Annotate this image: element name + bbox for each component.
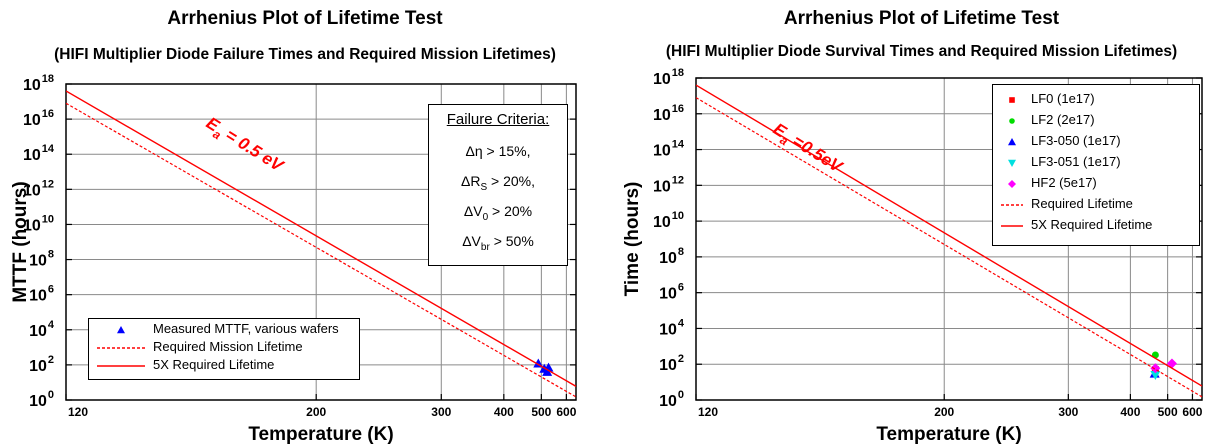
criteria-line: ΔV0 > 20% (463, 203, 533, 223)
legend-swatch (1009, 117, 1015, 124)
x-tick-label: 600 (556, 405, 576, 419)
legend-entry: 5X Required Lifetime (95, 357, 274, 373)
plot-area: 100 102 104 106 108 1010 1012 1014 1016 1018 120 20… (622, 67, 1203, 445)
y-tick-label: 1010 (653, 210, 684, 231)
y-axis-label: MTTF (hours) (10, 181, 31, 302)
x-axis-label: Temperature (K) (248, 424, 393, 445)
y-axis-label: Time (hours) (622, 182, 643, 297)
legend-entry: Required Lifetime (999, 196, 1133, 212)
legend-swatch (117, 325, 125, 333)
x-tick-label: 200 (306, 405, 326, 419)
y-tick-label: 1012 (653, 174, 684, 195)
legend-marker (1008, 159, 1016, 167)
legend-entry: 5X Required Lifetime (999, 217, 1152, 233)
legend-entry: Required Mission Lifetime (95, 339, 303, 355)
legend-label: LF2 (2e17) (1031, 112, 1095, 127)
legend-marker (1009, 117, 1015, 124)
legend-swatch (97, 364, 145, 367)
legend-marker (1008, 179, 1016, 188)
y-tick-label: 100 (29, 389, 54, 410)
legend-swatch (1008, 179, 1016, 188)
x-tick-label: 120 (68, 405, 88, 419)
criteria-line: ΔVbr > 50% (462, 233, 534, 253)
legend-entry: HF2 (5e17) (999, 175, 1097, 191)
series-line (696, 84, 1202, 387)
legend-entry: LF3-051 (1e17) (999, 154, 1121, 170)
legend-swatch (1009, 96, 1015, 103)
legend-label: LF3-051 (1e17) (1031, 154, 1121, 169)
legend: LF0 (1e17) LF2 (2e17) LF3-050 (1e17) LF3-05… (992, 84, 1200, 246)
criteria-line: ΔRS > 20%, (460, 173, 535, 193)
y-tick-label: 102 (29, 354, 54, 375)
legend-marker (117, 325, 125, 333)
chart-title: Arrhenius Plot of Lifetime Test (167, 8, 443, 29)
x-tick-label: 200 (934, 405, 954, 419)
x-tick-label: 400 (494, 405, 514, 419)
data-point (1150, 370, 1161, 380)
x-tick-label: 300 (431, 405, 451, 419)
y-tick-label: 108 (29, 249, 54, 270)
chart-panel-left: Arrhenius Plot of Lifetime Test (HIFI Mu… (0, 0, 610, 446)
x-tick-label: 500 (1158, 405, 1178, 419)
x-axis-label: Temperature (K) (876, 424, 1021, 445)
y-tick-label: 1018 (653, 67, 684, 88)
legend-label: LF3-050 (1e17) (1031, 133, 1121, 148)
chart-subtitle: (HIFI Multiplier Diode Failure Times and… (54, 46, 556, 63)
plot-frame (65, 83, 577, 401)
legend-entry: LF0 (1e17) (999, 91, 1095, 107)
legend-marker (1008, 137, 1016, 145)
y-tick-label: 106 (659, 282, 684, 303)
legend-entry: Measured MTTF, various wafers (95, 321, 339, 337)
y-tick-label: 1014 (653, 139, 685, 160)
y-tick-label: 104 (659, 317, 685, 338)
series-line (66, 102, 576, 398)
y-tick-label: 104 (29, 319, 55, 340)
legend-label: LF0 (1e17) (1031, 91, 1095, 106)
y-tick-label: 1014 (23, 143, 55, 164)
y-tick-label: 100 (659, 389, 684, 410)
criteria-line: Δη > 15%, (465, 143, 531, 159)
y-tick-label: 1016 (653, 103, 684, 124)
plot-frame (695, 77, 1203, 401)
y-tick-label: 102 (659, 353, 684, 374)
x-tick-label: 300 (1058, 405, 1078, 419)
data-point (1150, 363, 1161, 374)
legend: Measured MTTF, various wafers Required Mi… (88, 318, 360, 380)
y-tick-label: 1016 (23, 108, 54, 129)
series-line (696, 97, 1202, 398)
x-tick-label: 400 (1120, 405, 1140, 419)
legend-entry: LF3-050 (1e17) (999, 133, 1121, 149)
x-tick-label: 600 (1182, 405, 1202, 419)
x-tick-label: 500 (531, 405, 551, 419)
legend-swatch (1008, 137, 1016, 145)
legend-swatch (97, 346, 145, 349)
y-tick-label: 1018 (23, 73, 54, 94)
legend-label: HF2 (5e17) (1031, 175, 1097, 190)
legend-marker (1009, 96, 1015, 103)
y-tick-label: 108 (659, 246, 684, 267)
y-tick-label: 106 (29, 284, 54, 305)
chart-panel-right: Arrhenius Plot of Lifetime Test (HIFI Mu… (612, 0, 1231, 446)
legend-label: 5X Required Lifetime (1031, 217, 1153, 232)
chart-title: Arrhenius Plot of Lifetime Test (783, 8, 1060, 29)
legend-swatch (1008, 159, 1016, 167)
data-point (1166, 358, 1177, 369)
series-line (66, 90, 576, 387)
legend-label: 5X Required Lifetime (153, 357, 275, 372)
criteria-title: Failure Criteria: (446, 111, 550, 128)
legend-swatch (1001, 224, 1023, 227)
legend-label: Required Mission Lifetime (153, 339, 303, 354)
legend-entry: LF2 (2e17) (999, 112, 1095, 128)
failure-criteria-box: Failure Criteria: Δη > 15%, ΔRS > 20%, Δ… (428, 104, 568, 266)
legend-swatch (1001, 203, 1023, 206)
x-tick-label: 120 (698, 405, 718, 419)
activation-energy-annotation: Ea = 0.5 eV (201, 113, 288, 179)
chart-subtitle: (HIFI Multiplier Diode Survival Times an… (665, 43, 1178, 60)
legend-label: Measured MTTF, various wafers (153, 321, 339, 336)
legend-label: Required Lifetime (1031, 196, 1133, 211)
